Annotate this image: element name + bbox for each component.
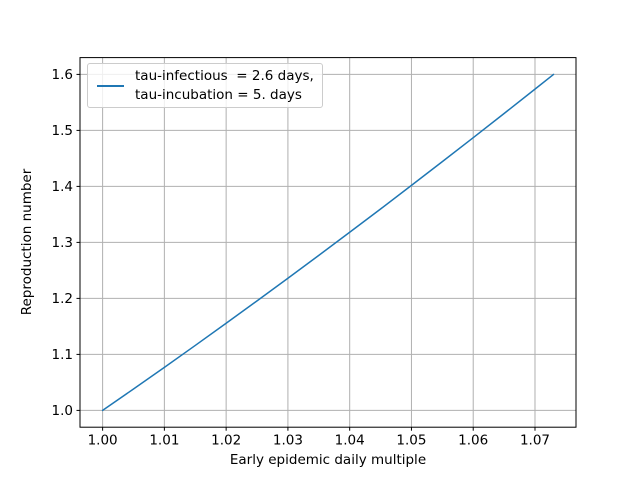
legend-label-line-1: tau-infectious = 2.6 days, (135, 68, 314, 84)
x-tick-label: 1.07 (520, 433, 550, 449)
y-axis-label: Reproduction number (19, 168, 35, 316)
legend-label: tau-infectious = 2.6 days, tau-incubatio… (135, 67, 314, 104)
y-tick-label: 1.1 (52, 347, 73, 363)
legend-label-line-2: tau-incubation = 5. days (135, 86, 302, 103)
y-tick-label: 1.0 (52, 403, 73, 419)
x-tick-label: 1.06 (458, 433, 488, 449)
x-tick-label: 1.00 (88, 433, 118, 449)
legend-line-sample (97, 84, 124, 87)
x-tick-label: 1.03 (273, 433, 303, 449)
x-tick-label: 1.01 (149, 433, 179, 449)
x-tick-label: 1.04 (335, 433, 365, 449)
y-tick-label: 1.6 (52, 67, 73, 83)
x-tick-label: 1.05 (396, 433, 426, 449)
y-tick-label: 1.2 (52, 291, 73, 307)
y-tick-label: 1.4 (52, 179, 73, 195)
legend: tau-infectious = 2.6 days, tau-incubatio… (87, 63, 323, 108)
y-tick-label: 1.3 (52, 235, 73, 251)
x-axis-label: Early epidemic daily multiple (229, 452, 427, 468)
x-tick-label: 1.02 (211, 433, 241, 449)
y-tick-label: 1.5 (52, 123, 73, 139)
series-line (101, 73, 555, 412)
